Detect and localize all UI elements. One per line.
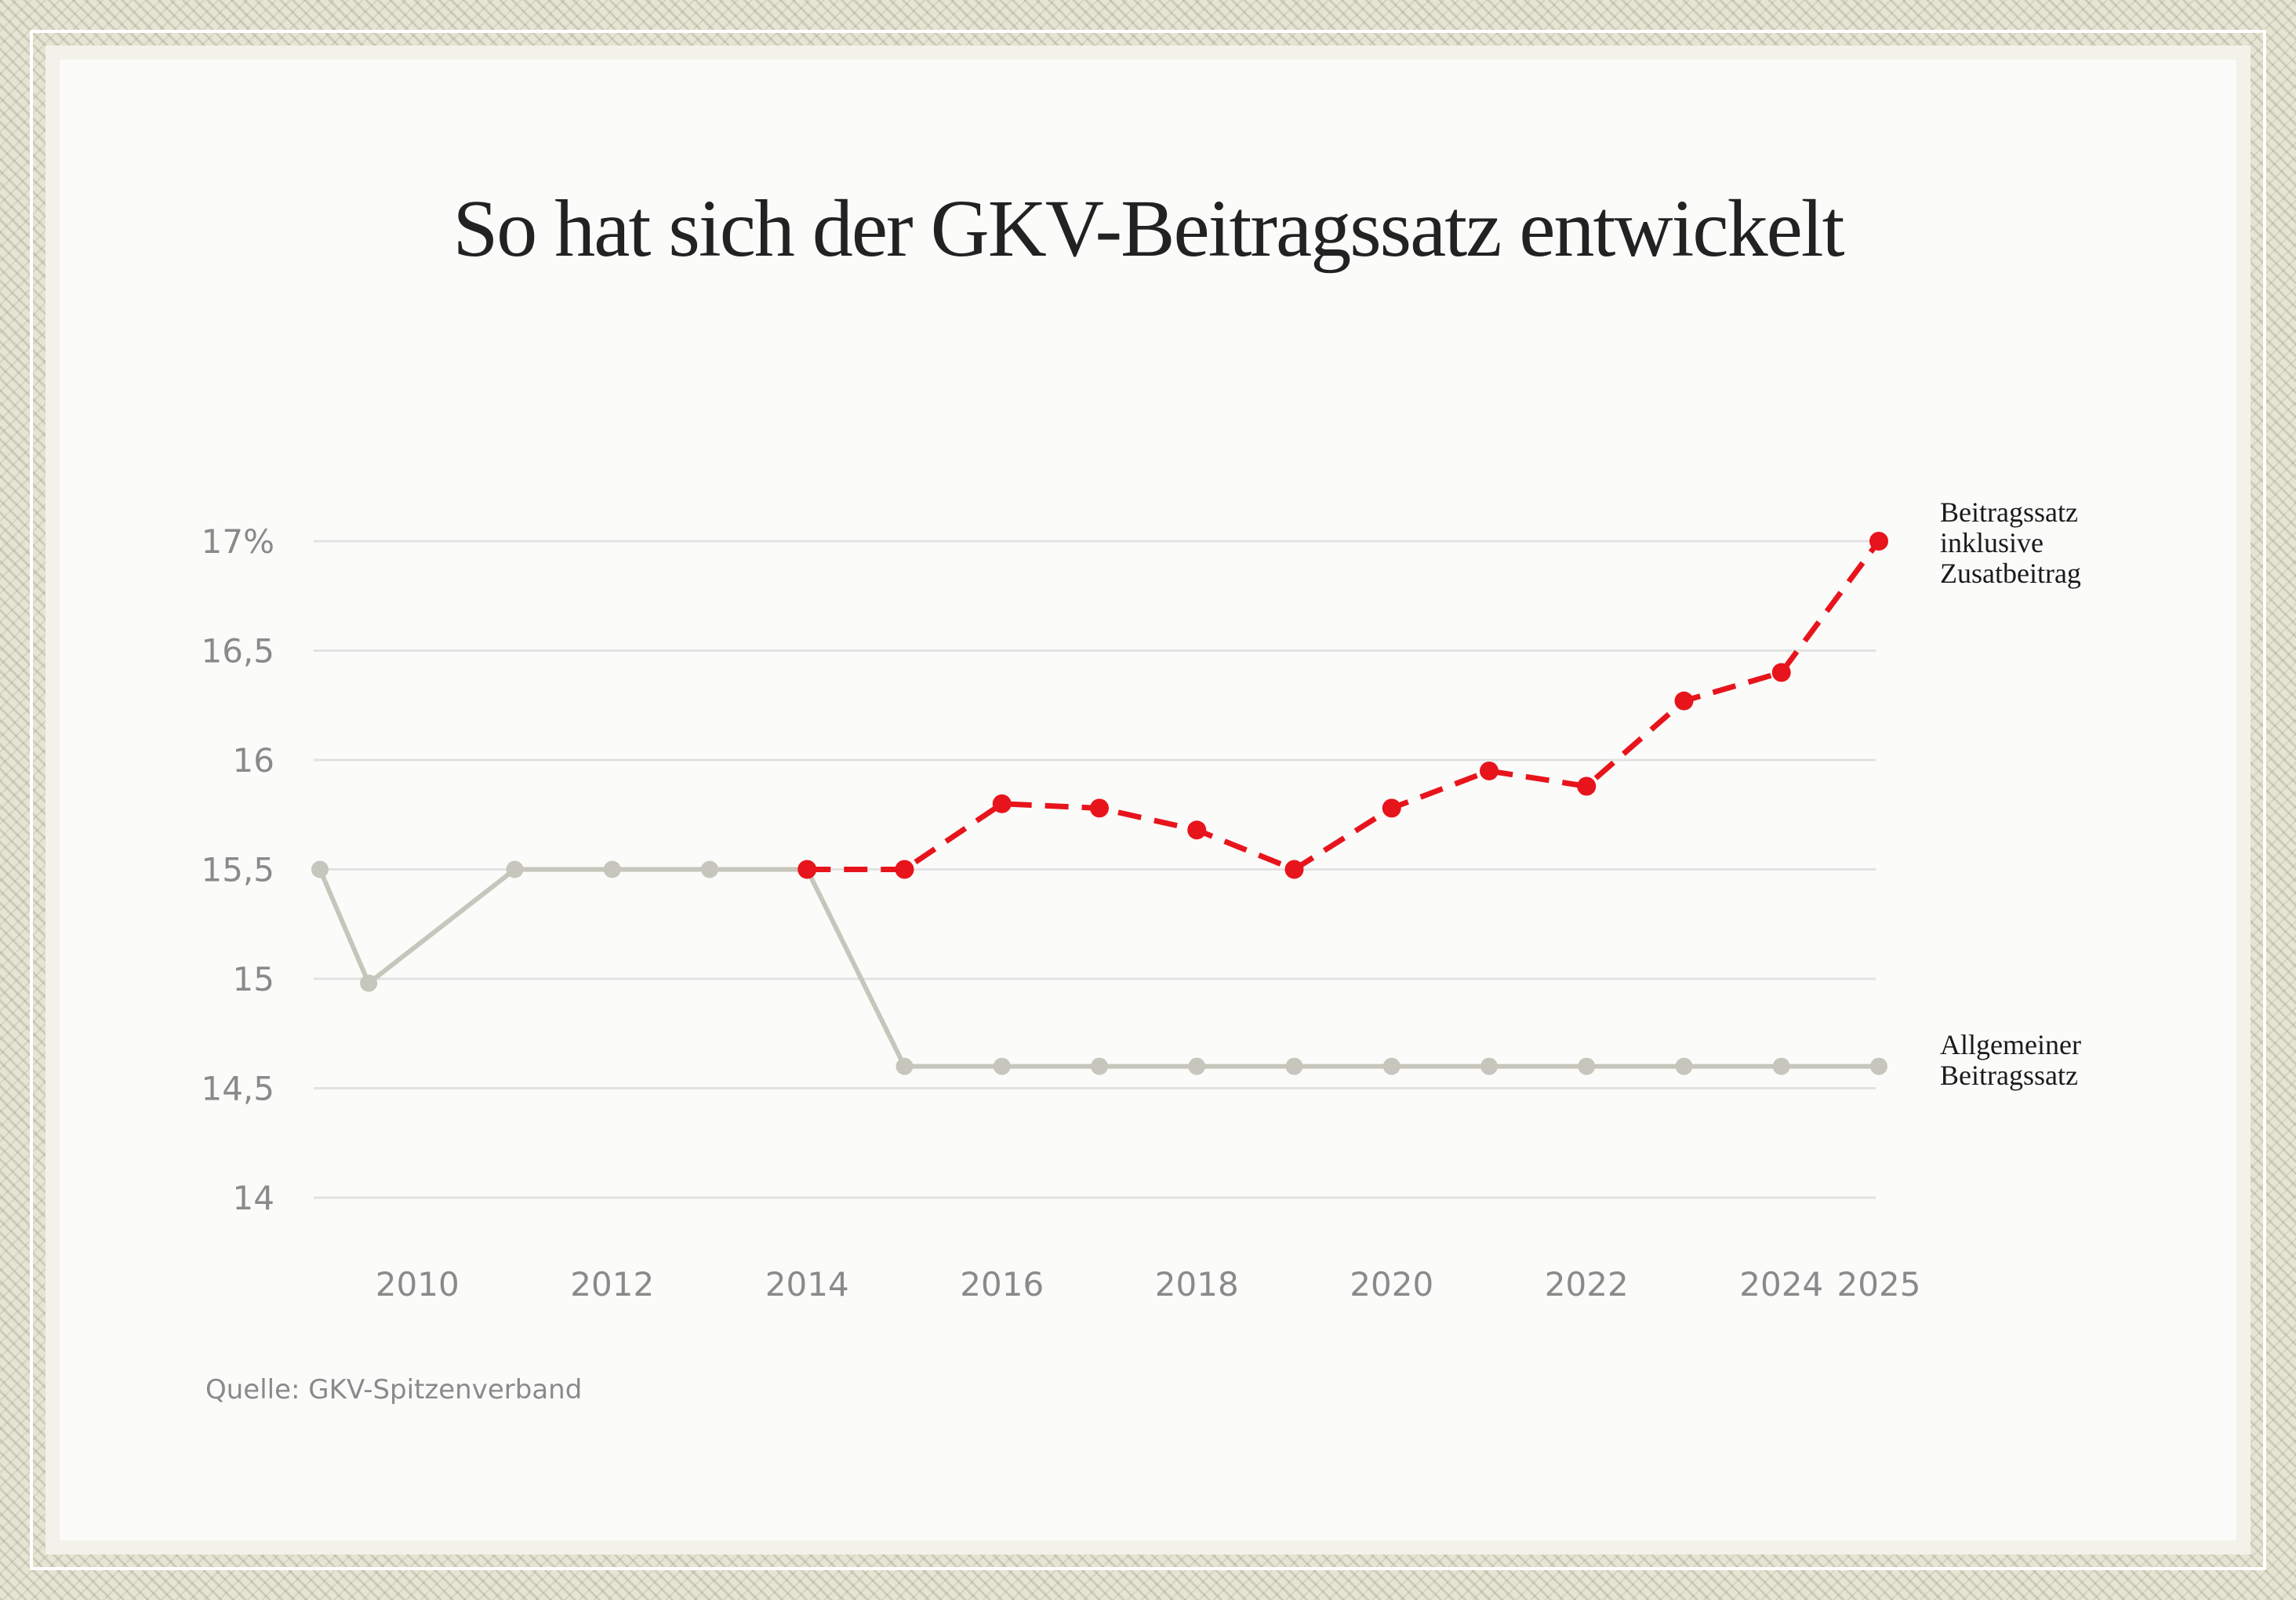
series-label-line: Beitragssatz: [1940, 1060, 2078, 1091]
data-point-total: [1771, 663, 1791, 682]
y-tick-label: 16: [233, 741, 274, 780]
data-point-total: [992, 794, 1012, 813]
data-point-general: [1188, 1057, 1206, 1075]
series-label-line: Allgemeiner: [1940, 1029, 2081, 1060]
x-tick-label: 2018: [1155, 1265, 1239, 1304]
data-point-general: [993, 1057, 1011, 1075]
data-point-total: [1577, 776, 1597, 796]
data-point-general: [603, 860, 621, 878]
x-tick-label: 2025: [1837, 1265, 1921, 1304]
data-point-total: [1869, 532, 1888, 551]
data-point-general: [1578, 1057, 1596, 1075]
data-point-general: [701, 860, 718, 878]
x-tick-label: 2012: [570, 1265, 654, 1304]
data-point-total: [1187, 820, 1207, 840]
data-point-total: [1480, 761, 1499, 780]
chart-card: [45, 45, 2251, 1555]
chart-title: So hat sich der GKV-Beitragssatz entwick…: [452, 184, 1844, 274]
x-tick-label: 2024: [1739, 1265, 1823, 1304]
source-note: Quelle: GKV-Spitzenverband: [205, 1374, 583, 1405]
y-tick-label: 15: [233, 960, 274, 998]
data-point-general: [1091, 1057, 1108, 1075]
frame-inner-border: [30, 30, 2266, 1570]
data-point-general: [1870, 1057, 1887, 1075]
data-point-general: [1675, 1057, 1693, 1075]
y-tick-label: 14,5: [201, 1070, 274, 1108]
data-point-total: [1090, 798, 1109, 818]
data-point-total: [1674, 691, 1694, 711]
y-axis-ticks: 17% 16,5 16 15,5 15 14,5 14: [201, 522, 274, 1217]
data-point-general: [896, 1057, 914, 1075]
data-point-total: [1284, 860, 1304, 879]
x-tick-label: 2016: [960, 1265, 1044, 1304]
y-tick-label: 16,5: [201, 632, 274, 671]
data-point-general: [360, 974, 378, 992]
series-line-total: [807, 539, 1881, 872]
data-point-general: [1480, 1057, 1498, 1075]
data-point-general: [311, 860, 329, 878]
data-point-total: [1382, 798, 1401, 818]
y-tick-label: 14: [233, 1179, 274, 1217]
series-label-total: Beitragssatz inklusive Zusatbeitrag: [1940, 496, 2081, 589]
data-point-general: [1382, 1057, 1400, 1075]
data-point-general: [1285, 1057, 1303, 1075]
data-point-general: [506, 860, 524, 878]
x-tick-label: 2010: [376, 1265, 460, 1304]
x-axis-ticks: 2010 2012 2014 2016 2018 2020 2022 2024 2025: [376, 1265, 1921, 1304]
series-label-line: inklusive: [1940, 527, 2044, 558]
y-tick-label: 15,5: [201, 851, 274, 889]
data-point-total: [797, 860, 817, 879]
x-tick-label: 2022: [1545, 1265, 1629, 1304]
series-label-general: Allgemeiner Beitragssatz: [1940, 1029, 2081, 1091]
series-label-line: Zusatbeitrag: [1940, 558, 2081, 589]
x-tick-label: 2014: [765, 1265, 849, 1304]
x-tick-label: 2020: [1350, 1265, 1433, 1304]
series-line-general: [318, 867, 1879, 1069]
y-tick-label: 17%: [202, 522, 274, 561]
data-point-general: [1772, 1057, 1790, 1075]
data-point-total: [895, 860, 914, 879]
series-label-line: Beitragssatz: [1940, 496, 2078, 528]
series-lines: [311, 532, 1888, 1075]
